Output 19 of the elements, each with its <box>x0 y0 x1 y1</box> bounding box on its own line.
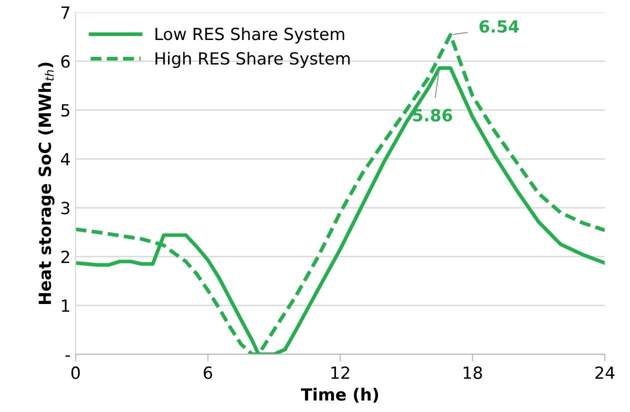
y-axis-title: Heat storage SoC (MWh$_{th}$) <box>38 62 55 304</box>
y-tick-label: 7 <box>62 6 70 19</box>
x-tick-label: 6 <box>204 366 212 380</box>
legend-label: Low RES Share System <box>156 27 344 44</box>
x-tick-label: 18 <box>464 366 482 380</box>
y-tick-label: 4 <box>60 153 70 166</box>
y-tick-label: - <box>66 355 70 357</box>
y-tick-label: 1 <box>62 300 70 312</box>
x-axis-title: Time (h) <box>300 388 378 403</box>
legend-label: High RES Share System <box>156 52 350 68</box>
y-tick-label: 6 <box>61 55 70 68</box>
y-tick-label: 3 <box>61 202 70 214</box>
annotation: 5.86 <box>413 108 452 122</box>
x-tick-label: 12 <box>331 366 350 379</box>
x-tick-label: 24 <box>595 366 614 379</box>
annotation: 6.54 <box>480 20 519 33</box>
x-tick-label: 0 <box>71 366 80 380</box>
y-tick-label: 2 <box>61 250 70 263</box>
y-tick-label: 5 <box>61 104 70 117</box>
